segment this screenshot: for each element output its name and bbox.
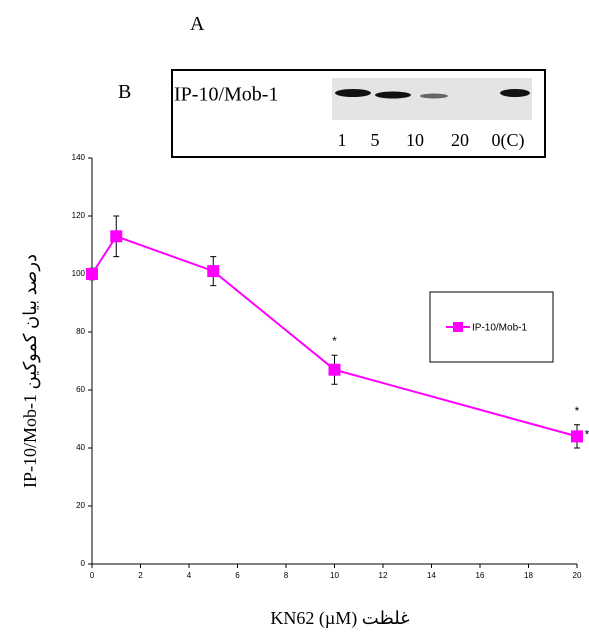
x-tick-label: 2: [138, 571, 143, 580]
panel-label: B: [118, 81, 131, 103]
y-tick-label: 100: [72, 269, 86, 278]
y-tick-label: 20: [76, 501, 85, 510]
blot-band: [420, 93, 448, 99]
x-tick-label: 12: [379, 571, 388, 580]
annotation: *: [585, 427, 589, 441]
lane-label: 10: [406, 130, 424, 150]
y-tick-label: 40: [76, 443, 85, 452]
data-point: [207, 265, 220, 278]
data-point: [110, 230, 123, 243]
x-axis-label: غلظت KN62 (µM): [270, 608, 409, 629]
x-tick-label: 18: [524, 571, 533, 580]
x-tick-label: 0: [90, 571, 95, 580]
annotation: *: [332, 334, 337, 348]
blot-image: [332, 78, 532, 120]
blot-band: [335, 89, 371, 97]
x-tick-label: 14: [427, 571, 436, 580]
blot-band: [500, 89, 530, 97]
x-tick-label: 20: [573, 571, 582, 580]
y-tick-label: 60: [76, 385, 85, 394]
legend-marker: [453, 322, 463, 332]
x-tick-label: 4: [187, 571, 192, 580]
y-axis-label: IP-10/Mob-1 درصد بیان کموکین: [20, 254, 41, 488]
x-tick-label: 10: [330, 571, 339, 580]
legend-label: IP-10/Mob-1: [472, 323, 527, 334]
x-tick-label: 6: [235, 571, 240, 580]
data-point: [571, 430, 583, 443]
lane-label: 20: [451, 130, 469, 150]
blot-label: IP-10/Mob-1: [174, 84, 278, 106]
y-tick-label: 0: [81, 559, 86, 568]
annotation: *: [575, 404, 580, 418]
data-point: [328, 363, 341, 376]
lane-label: 0(C): [492, 130, 525, 151]
panel-label: A: [190, 13, 205, 35]
lane-label: 1: [338, 130, 347, 150]
data-point: [86, 268, 98, 280]
y-tick-label: 140: [72, 153, 86, 162]
y-tick-label: 120: [72, 211, 86, 220]
blot-band: [375, 91, 411, 99]
x-tick-label: 8: [284, 571, 289, 580]
lane-label: 5: [371, 130, 380, 150]
x-tick-label: 16: [476, 571, 485, 580]
y-tick-label: 80: [76, 327, 85, 336]
